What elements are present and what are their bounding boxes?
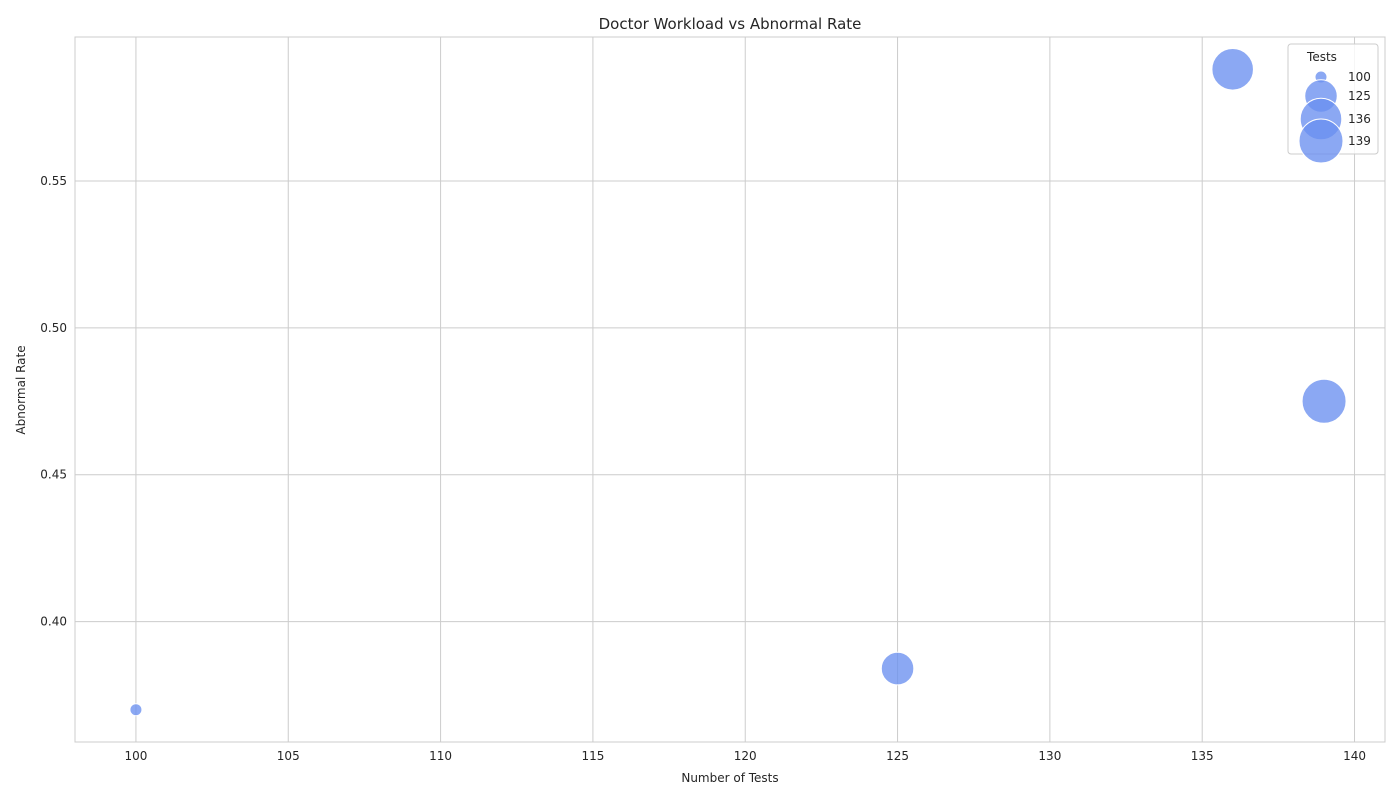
x-axis-label: Number of Tests (681, 771, 778, 785)
x-tick-label: 100 (124, 749, 147, 763)
x-tick-label: 105 (277, 749, 300, 763)
y-tick-label: 0.45 (40, 468, 67, 482)
data-point (129, 703, 143, 717)
data-points (129, 48, 1347, 717)
x-tick-labels: 100 105 110 115 120 125 130 135 140 (124, 749, 1366, 763)
legend-entries: 100 125 136 139 (1298, 70, 1371, 164)
legend-entry-label: 100 (1348, 70, 1371, 84)
x-tick-label: 130 (1038, 749, 1061, 763)
legend-title: Tests (1306, 50, 1337, 64)
y-tick-label: 0.40 (40, 615, 67, 629)
x-tick-label: 115 (581, 749, 604, 763)
y-tick-label: 0.50 (40, 321, 67, 335)
plot-frame (74, 36, 1386, 743)
legend-marker (1298, 118, 1344, 164)
legend: Tests 100 125 136 139 (1287, 43, 1379, 164)
y-tick-label: 0.55 (40, 174, 67, 188)
data-point (880, 651, 915, 686)
x-tick-label: 125 (886, 749, 909, 763)
x-tick-label: 135 (1191, 749, 1214, 763)
legend-entry-label: 136 (1348, 112, 1371, 126)
y-axis-label: Abnormal Rate (14, 345, 28, 434)
data-point (1301, 378, 1347, 424)
data-point (1211, 48, 1254, 91)
x-tick-label: 140 (1343, 749, 1366, 763)
legend-entry-label: 139 (1348, 134, 1371, 148)
y-tick-labels: 0.40 0.45 0.50 0.55 (40, 174, 67, 629)
legend-entry-label: 125 (1348, 89, 1371, 103)
x-tick-label: 120 (734, 749, 757, 763)
grid-lines (75, 37, 1385, 742)
x-tick-label: 110 (429, 749, 452, 763)
chart-title: Doctor Workload vs Abnormal Rate (599, 15, 862, 33)
